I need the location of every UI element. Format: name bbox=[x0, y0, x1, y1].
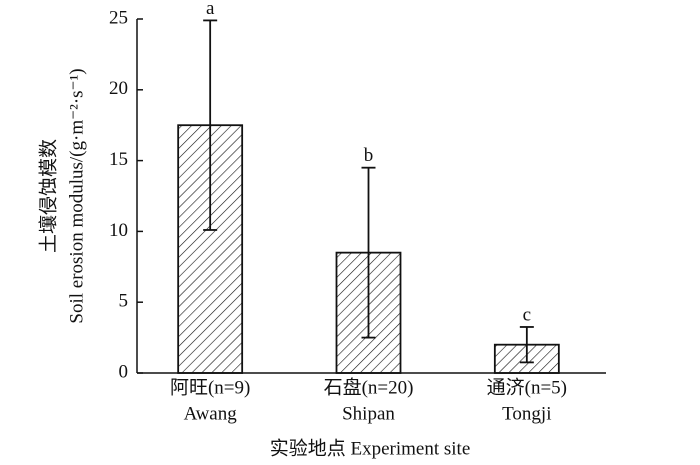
significance-label: c bbox=[523, 304, 531, 325]
x-tick-label: Shipan bbox=[342, 403, 395, 424]
x-tick-label-cn: 石盘(n=20) bbox=[324, 376, 414, 398]
significance-label: b bbox=[364, 145, 374, 166]
y-tick-label: 0 bbox=[119, 361, 129, 382]
x-tick-label-cn: 阿旺(n=9) bbox=[170, 376, 250, 398]
x-axis-label: 实验地点 Experiment site bbox=[270, 437, 471, 459]
x-tick-label: Tongji bbox=[502, 403, 551, 424]
y-tick-label: 5 bbox=[119, 291, 129, 312]
y-axis-label: Soil erosion modulus/(g·m⁻²·s⁻¹) bbox=[66, 68, 87, 323]
x-tick-label-cn: 通济(n=5) bbox=[487, 376, 567, 398]
y-tick-label: 10 bbox=[109, 220, 128, 241]
x-tick-label: Awang bbox=[184, 403, 238, 424]
significance-label: a bbox=[206, 0, 215, 19]
y-axis-label-cn: 土壤侵蚀模数 bbox=[37, 139, 59, 253]
y-tick-label: 20 bbox=[109, 78, 128, 99]
y-tick-label: 25 bbox=[109, 7, 128, 28]
y-tick-label: 15 bbox=[109, 149, 128, 170]
